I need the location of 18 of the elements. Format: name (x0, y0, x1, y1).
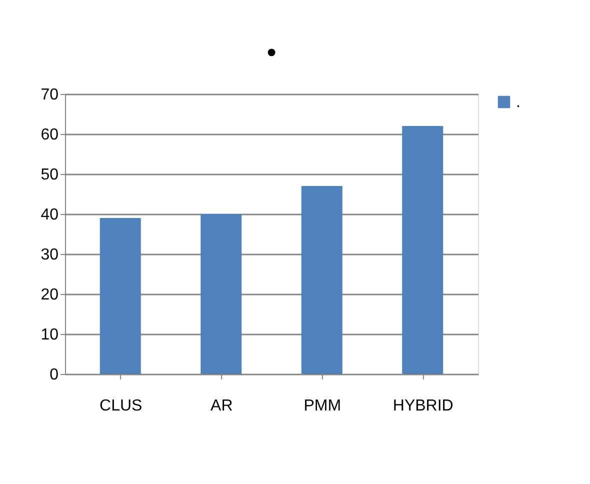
bar (100, 218, 141, 374)
y-tick-label: 0 (50, 366, 59, 384)
x-tick-label: CLUS (100, 398, 142, 414)
x-tick-label: PMM (304, 398, 342, 414)
y-tick-label: 70 (40, 86, 59, 104)
chart-title: • (266, 37, 276, 67)
legend-label: . (516, 94, 520, 111)
x-tick-label: AR (210, 398, 233, 414)
y-tick-label: 20 (40, 286, 59, 304)
y-tick-label: 40 (40, 206, 59, 224)
bar (402, 126, 444, 374)
y-tick-label: 50 (40, 166, 59, 184)
y-tick-label: 60 (40, 126, 59, 144)
x-tick-label: HYBRID (392, 398, 454, 414)
bar (200, 214, 242, 374)
bar (301, 186, 342, 374)
y-tick-label: 30 (40, 246, 59, 264)
y-tick-label: 10 (40, 326, 59, 344)
